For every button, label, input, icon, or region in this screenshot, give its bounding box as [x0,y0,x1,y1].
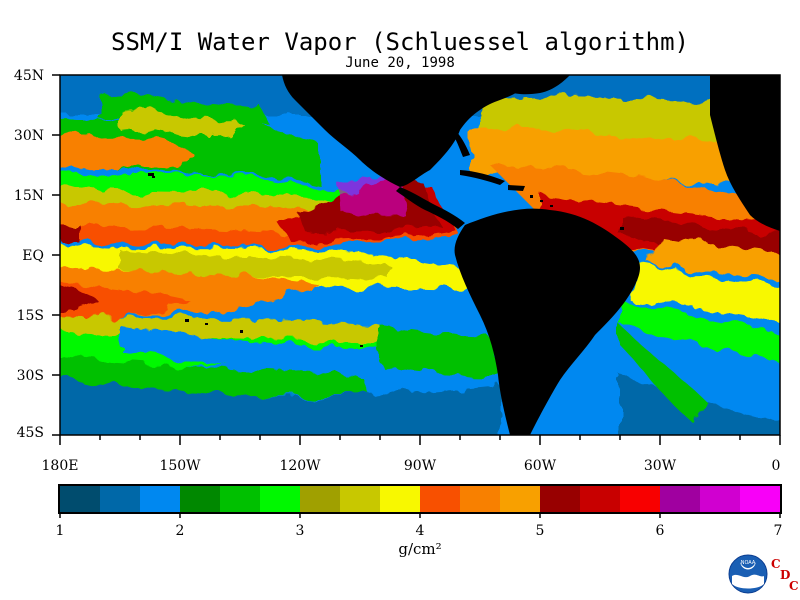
lat-label-30s: 30S [16,368,44,384]
colorbar-tick-2: 2 [175,523,185,539]
colorbar-tick-1: 1 [55,523,65,539]
cdc-letter-2: D [780,568,791,582]
colorbar [58,484,782,514]
colorbar-swatch [340,486,380,512]
noaa-logo-icon: NOAA [728,554,768,594]
chart-title: SSM/I Water Vapor (Schluessel algorithm) [111,28,689,56]
colorbar-swatch [700,486,740,512]
lat-label-30n: 30N [13,128,44,144]
islands [148,173,624,347]
colorbar-swatch [420,486,460,512]
colorbar-tick-5: 5 [535,523,545,539]
water-vapor-map [60,75,780,435]
colorbar-swatch [260,486,300,512]
colorbar-swatch [300,486,340,512]
colorbar-swatch [500,486,540,512]
colorbar-swatch [220,486,260,512]
lon-label-30w: 30W [643,458,677,474]
colorbar-tick-3: 3 [295,523,305,539]
colorbar-swatch [180,486,220,512]
lat-label-45n: 45N [13,68,44,84]
cdc-letter-3: C [789,579,799,593]
colorbar-swatch [540,486,580,512]
map-svg [60,75,780,435]
lat-label-15n: 15N [13,188,44,204]
lon-label-90w: 90W [403,458,437,474]
colorbar-swatch [460,486,500,512]
lat-label-45s: 45S [16,425,44,441]
lon-label-60w: 60W [523,458,557,474]
lon-label-0: 0 [771,458,781,474]
colorbar-swatch [580,486,620,512]
lat-label-15s: 15S [16,308,44,324]
colorbar-tick-6: 6 [655,523,665,539]
colorbar-tick-4: 4 [415,523,425,539]
colorbar-swatch [740,486,780,512]
chart-date: June 20, 1998 [345,55,455,71]
lon-label-180e: 180E [41,458,79,474]
colorbar-swatch [380,486,420,512]
colorbar-units: g/cm² [398,540,442,558]
colorbar-swatch [660,486,700,512]
lat-label-eq: EQ [22,248,44,264]
svg-text:NOAA: NOAA [741,560,756,566]
land-masses [282,75,780,435]
cdc-letter-1: C [771,557,781,571]
colorbar-swatch [60,486,100,512]
colorbar-swatch [100,486,140,512]
lon-label-150w: 150W [159,458,201,474]
colorbar-tick-7: 7 [773,523,783,539]
colorbar-swatch [140,486,180,512]
colorbar-swatch [620,486,660,512]
lon-label-120w: 120W [279,458,321,474]
